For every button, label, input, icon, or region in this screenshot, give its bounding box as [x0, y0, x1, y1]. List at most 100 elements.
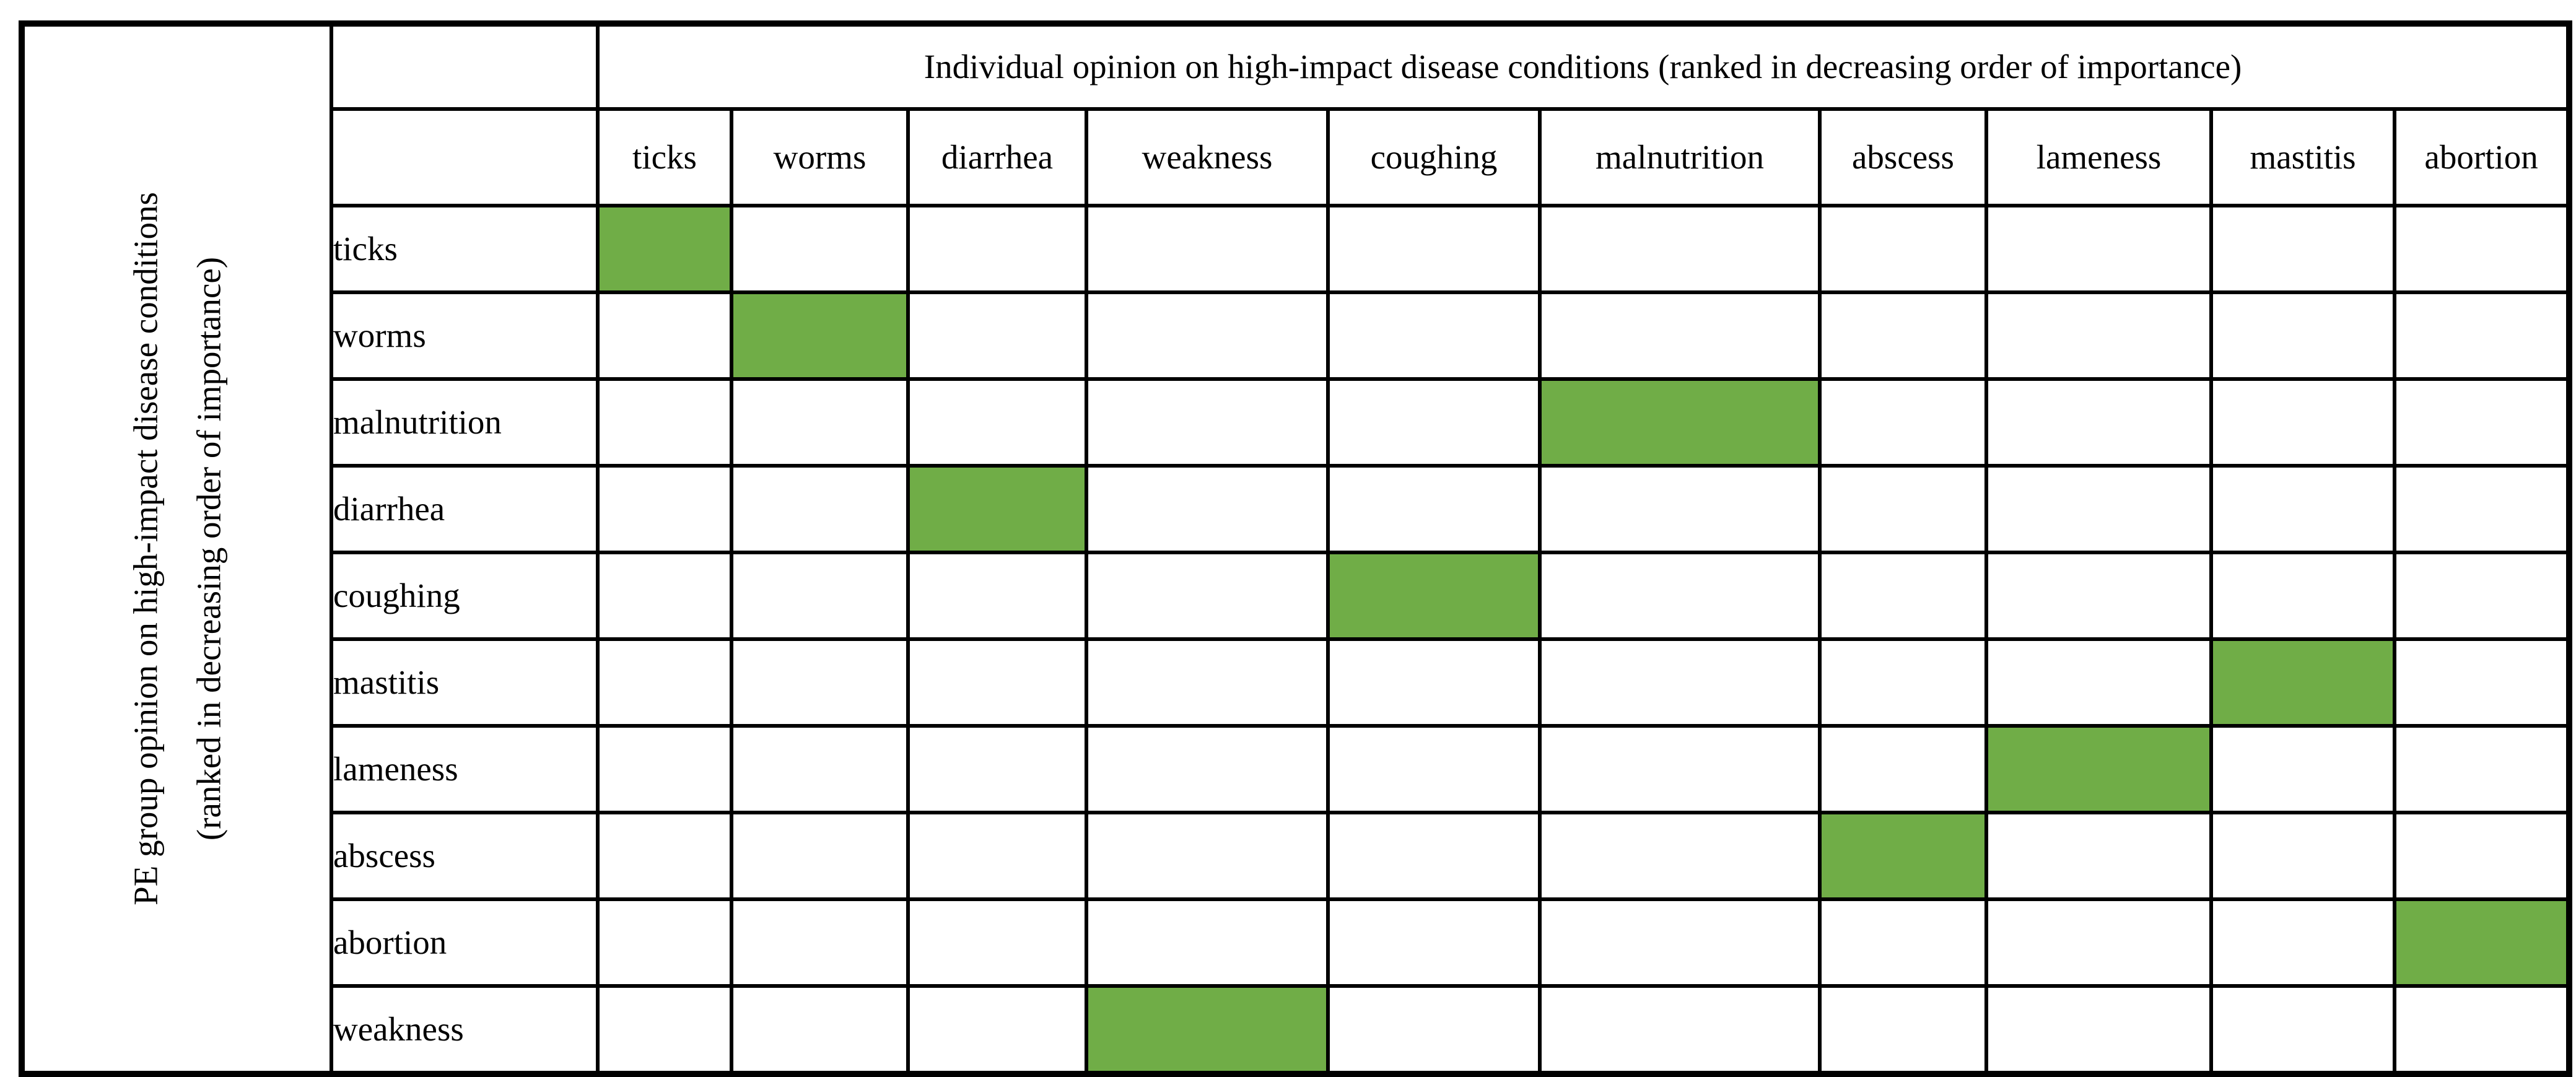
matrix-cell	[596, 984, 733, 1076]
matrix-cell	[1538, 897, 1822, 988]
matrix-cell	[1538, 204, 1822, 294]
table-row-worms: worms	[22, 290, 2572, 381]
matrix-cell	[1818, 897, 1988, 988]
matrix-cell	[1984, 984, 2213, 1076]
table-row-abortion: abortion	[22, 897, 2572, 988]
row-label-coughing: coughing	[330, 551, 600, 641]
matrix-cell	[596, 290, 733, 381]
table-row-weakness: weakness	[22, 984, 2572, 1076]
column-header-mastitis: mastitis	[2209, 107, 2396, 207]
matrix-cell	[2392, 897, 2572, 988]
matrix-cell	[2392, 984, 2572, 1076]
matrix-cell	[2209, 984, 2396, 1076]
matrix-cell	[1085, 464, 1330, 554]
matrix-cell	[1984, 377, 2213, 468]
matrix-cell	[1085, 897, 1330, 988]
matrix-cell	[2209, 811, 2396, 901]
matrix-cell	[906, 724, 1088, 814]
agreement-matrix-table: PE group opinion on high-impact disease …	[19, 20, 2573, 1077]
matrix-cell	[730, 551, 910, 641]
table-row-diarrhea: diarrhea	[22, 464, 2572, 554]
row-label-malnutrition: malnutrition	[330, 377, 600, 468]
column-header-abortion: abortion	[2392, 107, 2572, 207]
matrix-cell	[2392, 637, 2572, 728]
left-axis-label-line1: PE group opinion on high-impact disease …	[126, 192, 165, 905]
table-row-coughing: coughing	[22, 551, 2572, 641]
header-row-columns: ticks worms diarrhea weakness coughing m…	[22, 107, 2572, 207]
matrix-cell	[596, 204, 733, 294]
matrix-cell	[1326, 551, 1542, 641]
matrix-cell	[2209, 464, 2396, 554]
matrix-cell	[1984, 637, 2213, 728]
corner-blank-cell-top	[330, 22, 600, 111]
matrix-cell	[1538, 551, 1822, 641]
row-label-mastitis: mastitis	[330, 637, 600, 728]
column-header-ticks: ticks	[596, 107, 733, 207]
matrix-cell	[1085, 724, 1330, 814]
matrix-cell	[730, 290, 910, 381]
matrix-cell	[1818, 637, 1988, 728]
matrix-cell	[1818, 984, 1988, 1076]
matrix-cell	[906, 984, 1088, 1076]
matrix-cell	[730, 637, 910, 728]
matrix-cell	[1326, 204, 1542, 294]
matrix-cell	[906, 551, 1088, 641]
matrix-cell	[730, 377, 910, 468]
matrix-cell	[1538, 290, 1822, 381]
top-axis-label: Individual opinion on high-impact diseas…	[595, 22, 2572, 111]
matrix-cell	[2392, 204, 2572, 294]
header-row-top: PE group opinion on high-impact disease …	[20, 22, 2572, 1076]
corner-blank-cell-bottom	[330, 107, 600, 207]
matrix-cell	[2209, 724, 2396, 814]
left-axis-label-line2: (ranked in decreasing order of importanc…	[190, 256, 227, 841]
matrix-cell	[906, 290, 1088, 381]
matrix-cell	[596, 637, 733, 728]
matrix-cell	[1984, 897, 2213, 988]
row-label-abortion: abortion	[330, 897, 600, 988]
matrix-cell	[1085, 290, 1330, 381]
matrix-cell	[596, 551, 733, 641]
matrix-cell	[1984, 290, 2213, 381]
matrix-cell	[2209, 204, 2396, 294]
matrix-cell	[1818, 290, 1988, 381]
matrix-cell	[1818, 464, 1988, 554]
table-row-malnutrition: malnutrition	[22, 377, 2572, 468]
table-row-abscess: abscess	[22, 811, 2572, 901]
column-header-diarrhea: diarrhea	[906, 107, 1088, 207]
matrix-cell	[2209, 377, 2396, 468]
matrix-cell	[730, 811, 910, 901]
matrix-cell	[1326, 984, 1542, 1076]
matrix-cell	[1326, 724, 1542, 814]
matrix-cell	[1984, 464, 2213, 554]
row-label-weakness: weakness	[330, 984, 600, 1076]
matrix-cell	[2209, 290, 2396, 381]
matrix-cell	[906, 377, 1088, 468]
matrix-cell	[1326, 290, 1542, 381]
matrix-cell	[1326, 897, 1542, 988]
matrix-cell	[1326, 464, 1542, 554]
row-label-lameness: lameness	[330, 724, 600, 814]
matrix-cell	[2392, 551, 2572, 641]
matrix-cell	[1538, 464, 1822, 554]
matrix-cell	[1326, 637, 1542, 728]
matrix-cell	[906, 204, 1088, 294]
matrix-cell	[1818, 204, 1988, 294]
row-label-diarrhea: diarrhea	[330, 464, 600, 554]
column-header-weakness: weakness	[1085, 107, 1330, 207]
column-header-worms: worms	[730, 107, 910, 207]
matrix-cell	[596, 811, 733, 901]
matrix-cell	[2209, 897, 2396, 988]
matrix-cell	[1538, 984, 1822, 1076]
matrix-cell	[1085, 551, 1330, 641]
matrix-cell	[1538, 377, 1822, 468]
left-axis-label: PE group opinion on high-impact disease …	[114, 47, 240, 1050]
matrix-cell	[1818, 811, 1988, 901]
table-row-mastitis: mastitis	[22, 637, 2572, 728]
row-label-worms: worms	[330, 290, 600, 381]
matrix-cell	[1085, 637, 1330, 728]
matrix-cell	[2392, 811, 2572, 901]
matrix-cell	[2209, 637, 2396, 728]
table-row-ticks: ticks	[22, 204, 2572, 294]
matrix-cell	[906, 811, 1088, 901]
